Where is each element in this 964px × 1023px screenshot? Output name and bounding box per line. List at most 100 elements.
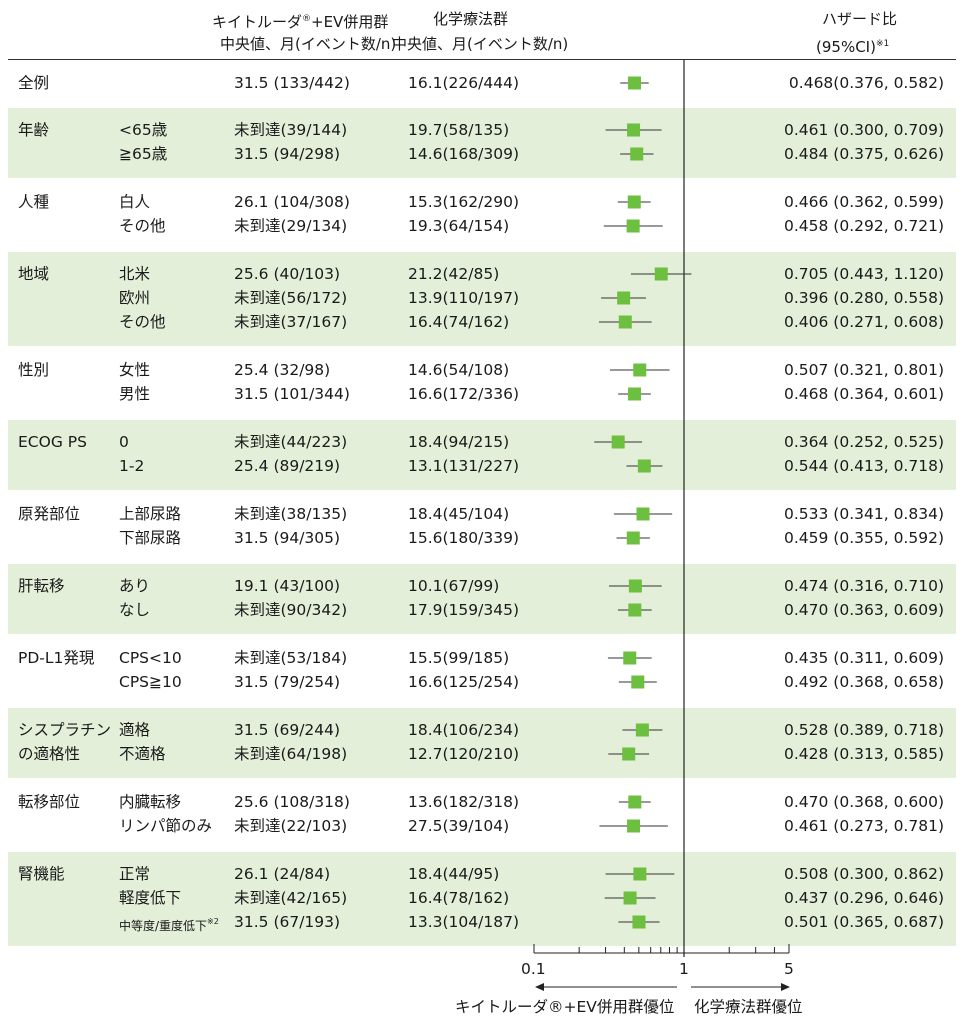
subcategory-label: 白人: [119, 193, 151, 211]
ev-median-value: 未到達(22/103): [234, 817, 348, 835]
x-tick-label: 0.1: [521, 960, 546, 978]
subcategory-label: 欧州: [119, 289, 151, 307]
ev-median-value: 31.5 (69/244): [234, 721, 341, 739]
subcategory-label: 不適格: [119, 745, 166, 763]
subcategory-label: 北米: [119, 265, 151, 283]
hazard-ratio-value: 0.528 (0.389, 0.718): [784, 721, 944, 739]
subgroup-block: 腎機能 正常 26.1 (24/84) 18.4(44/95) 0.508 (0.300…: [8, 852, 956, 946]
subgroup-label: 性別: [18, 361, 50, 379]
ev-column-title: キイトルーダ®+EV併用群: [212, 13, 389, 31]
favor-chemo-arrowhead: [781, 983, 790, 991]
subcategory-label: 適格: [119, 721, 151, 739]
chemo-median-value: 13.6(182/318): [408, 793, 519, 811]
ev-median-value: 未到達(38/135): [234, 505, 348, 523]
subcategory-label: <65歳: [119, 121, 168, 139]
subcategory-label: その他: [119, 217, 166, 235]
subgroup-block: 年齢 <65歳 未到達(39/144) 19.7(58/135) 0.461 (0.30…: [8, 108, 956, 178]
hazard-ratio-value: 0.396 (0.280, 0.558): [784, 289, 944, 307]
subgroup-block: ECOG PS 0 未到達(44/223) 18.4(94/215) 0.364 (0.…: [8, 420, 956, 490]
ev-median-value: 31.5 (94/298): [234, 145, 341, 163]
hazard-ratio-value: 0.492 (0.368, 0.658): [784, 673, 944, 691]
ev-median-value: 未到達(53/184): [234, 649, 348, 667]
hr-column-subtitle: (95%CI)※1: [816, 38, 890, 56]
subgroup-block: 全例 31.5 (133/442) 16.1(226/444) 0.468(0.376…: [8, 62, 956, 104]
footnote-marker: ※2: [207, 917, 219, 926]
subgroup-label: PD-L1発現: [18, 649, 95, 667]
ev-median-value: 31.5 (133/442): [234, 74, 350, 92]
subgroup-label: の適格性: [18, 745, 81, 763]
chemo-median-value: 16.4(74/162): [408, 313, 510, 331]
chemo-median-value: 27.5(39/104): [408, 817, 510, 835]
subcategory-label: あり: [119, 577, 151, 595]
header-divider: [8, 59, 956, 60]
chemo-median-value: 15.6(180/339): [408, 529, 519, 547]
subgroup-block: 地域 北米 25.6 (40/103) 21.2(42/85) 0.705 (0.443…: [8, 252, 956, 346]
subcategory-label: 中等度/重度低下※2: [119, 917, 219, 933]
ev-median-value: 31.5 (67/193): [234, 913, 341, 931]
chemo-median-value: 18.4(94/215): [408, 433, 510, 451]
subcategory-label: その他: [119, 313, 166, 331]
ev-median-value: 31.5 (79/254): [234, 673, 341, 691]
hazard-ratio-value: 0.705 (0.443, 1.120): [784, 265, 944, 283]
chemo-median-value: 16.1(226/444): [408, 74, 519, 92]
ev-median-value: 未到達(29/134): [234, 217, 348, 235]
chemo-median-value: 18.4(44/95): [408, 865, 500, 883]
chemo-median-value: 13.1(131/227): [408, 457, 519, 475]
hazard-ratio-value: 0.364 (0.252, 0.525): [784, 433, 944, 451]
hazard-ratio-value: 0.474 (0.316, 0.710): [784, 577, 944, 595]
x-tick-label: 5: [784, 960, 794, 978]
ev-median-value: 19.1 (43/100): [234, 577, 341, 595]
hazard-ratio-value: 0.544 (0.413, 0.718): [784, 457, 944, 475]
hazard-ratio-value: 0.507 (0.321, 0.801): [784, 361, 944, 379]
chemo-column-subtitle: 中央値、月(イベント数/n): [392, 35, 569, 53]
subcategory-label: ≧65歳: [119, 145, 168, 163]
ev-median-value: 26.1 (104/308): [234, 193, 350, 211]
hazard-ratio-value: 0.508 (0.300, 0.862): [784, 865, 944, 883]
ev-column-subtitle: 中央値、月(イベント数/n): [220, 35, 397, 53]
subgroup-label: 腎機能: [18, 865, 65, 883]
subgroup-block: 肝転移 あり 19.1 (43/100) 10.1(67/99) 0.474 (0.31…: [8, 564, 956, 634]
subgroup-label: 転移部位: [18, 793, 81, 811]
hazard-ratio-value: 0.406 (0.271, 0.608): [784, 313, 944, 331]
ev-median-value: 未到達(37/167): [234, 313, 348, 331]
subgroup-block: 人種 白人 26.1 (104/308) 15.3(162/290) 0.466 (0.…: [8, 180, 956, 250]
ev-median-value: 未到達(56/172): [234, 289, 348, 307]
hazard-ratio-value: 0.470 (0.368, 0.600): [784, 793, 944, 811]
hazard-ratio-value: 0.470 (0.363, 0.609): [784, 601, 944, 619]
subcategory-label: リンパ節のみ: [119, 817, 213, 835]
subcategory-label: 0: [119, 433, 129, 451]
ev-title-superscript: ®: [302, 14, 312, 24]
subgroup-label: 肝転移: [18, 577, 65, 595]
subcategory-label: 下部尿路: [119, 529, 182, 547]
chemo-median-value: 18.4(45/104): [408, 505, 510, 523]
ev-median-value: 未到達(64/198): [234, 745, 348, 763]
favor-ev-label: キイトルーダ®+EV併用群優位: [455, 998, 675, 1016]
chemo-median-value: 16.6(172/336): [408, 385, 519, 403]
chemo-column-title: 化学療法群: [433, 10, 509, 28]
ev-median-value: 25.6 (40/103): [234, 265, 341, 283]
chemo-median-value: 15.5(99/185): [408, 649, 510, 667]
hazard-ratio-value: 0.461 (0.300, 0.709): [784, 121, 944, 139]
favor-ev-arrowhead: [535, 983, 544, 991]
subcategory-label: CPS<10: [119, 649, 182, 667]
subgroup-block: PD-L1発現 CPS<10 未到達(53/184) 15.5(99/185) 0.43…: [8, 636, 956, 706]
ev-median-value: 25.4 (32/98): [234, 361, 331, 379]
hazard-ratio-value: 0.501 (0.365, 0.687): [784, 913, 944, 931]
hazard-ratio-value: 0.458 (0.292, 0.721): [784, 217, 944, 235]
chemo-median-value: 14.6(54/108): [408, 361, 510, 379]
hazard-ratio-value: 0.428 (0.313, 0.585): [784, 745, 944, 763]
hazard-ratio-value: 0.466 (0.362, 0.599): [784, 193, 944, 211]
hr-column-title: ハザード比: [822, 10, 898, 28]
ev-median-value: 未到達(42/165): [234, 889, 348, 907]
chemo-median-value: 21.2(42/85): [408, 265, 500, 283]
subgroup-label: シスプラチン: [18, 721, 112, 739]
subgroup-block: 性別 女性 25.4 (32/98) 14.6(54/108) 0.507 (0.321…: [8, 348, 956, 418]
chemo-median-value: 13.3(104/187): [408, 913, 519, 931]
hazard-ratio-value: 0.484 (0.375, 0.626): [784, 145, 944, 163]
subcategory-label: 軽度低下: [119, 889, 182, 907]
subcategory-label: 上部尿路: [119, 505, 182, 523]
hr-note-marker: ※1: [875, 39, 890, 49]
subgroup-label: 地域: [18, 265, 50, 283]
subcategory-label: 内臓転移: [119, 793, 182, 811]
ev-median-value: 未到達(39/144): [234, 121, 348, 139]
